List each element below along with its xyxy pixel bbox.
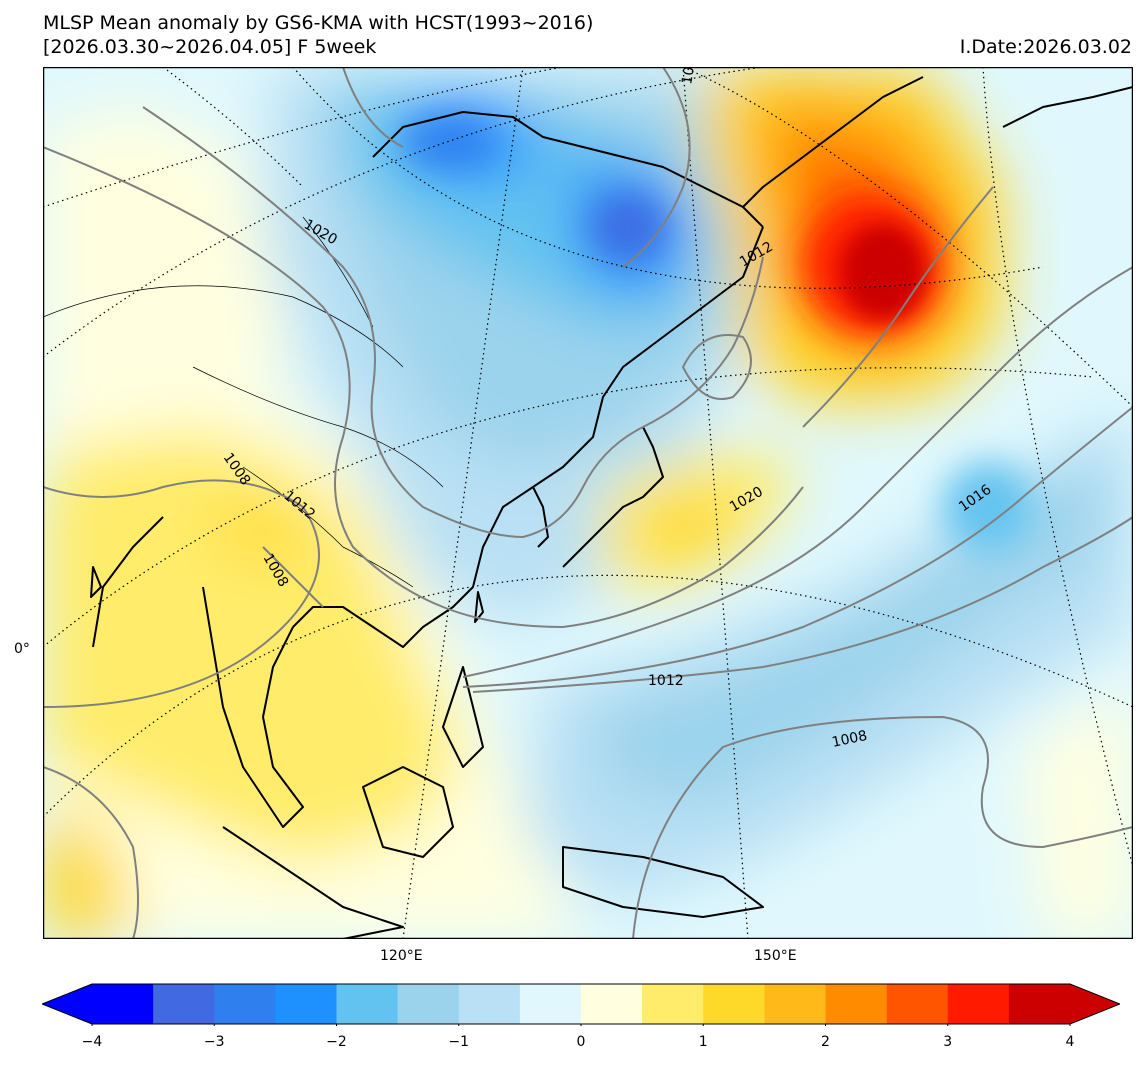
- colorbar-segment: [153, 984, 215, 1024]
- anomaly-map: 1012 1020 1012 1020 1016 1012 1008 1008 …: [43, 67, 1133, 939]
- borders: [43, 216, 444, 588]
- colorbar-segment: [397, 984, 460, 1024]
- colorbar-tick-label: 0: [576, 1034, 586, 1050]
- map-frame: [43, 67, 1133, 939]
- japan: [562, 426, 664, 568]
- colorbar-segment: [336, 984, 399, 1024]
- contour-label: 1008: [831, 728, 869, 751]
- colorbar-segment: [275, 984, 337, 1024]
- colorbar-segment: [1008, 984, 1071, 1024]
- colorbar-segment: [886, 984, 949, 1024]
- korea: [532, 486, 549, 548]
- colorbar-segment: [581, 984, 643, 1024]
- colorbar-segment: [92, 984, 154, 1024]
- sumatra-java: [222, 826, 404, 939]
- colorbar-segment: [947, 984, 1010, 1024]
- colorbar-tick-label: −1: [448, 1034, 470, 1050]
- lat-label-0: 0°: [14, 641, 30, 657]
- sakhalin-kamchatka: [742, 76, 924, 208]
- colorbar-tick-label: −2: [326, 1034, 347, 1050]
- title-line-1: MLSP Mean anomaly by GS6-KMA with HCST(1…: [43, 12, 594, 34]
- cold-core-central: [593, 197, 663, 257]
- lon-label-120e: 120°E: [380, 948, 423, 964]
- colorbar-segment: [519, 984, 582, 1024]
- philippines: [442, 666, 484, 768]
- init-date: I.Date:2026.03.02: [959, 36, 1132, 58]
- lon-label-150e: 150°E: [754, 948, 797, 964]
- colorbar-segment: [458, 984, 521, 1024]
- colorbar-tick-label: 1: [698, 1034, 708, 1050]
- asia-north-coast: [372, 111, 764, 228]
- colorbar-segment: [825, 984, 888, 1024]
- coastlines: [90, 76, 1133, 939]
- indochina: [202, 586, 304, 828]
- new-guinea: [562, 846, 764, 918]
- sri-lanka: [90, 566, 102, 598]
- colorbar-under-arrow: [42, 984, 92, 1024]
- colorbar-segment: [703, 984, 765, 1024]
- colorbar: [42, 983, 1120, 1026]
- title-line-2: [2026.03.30~2026.04.05] F 5week: [43, 36, 377, 58]
- colorbar-segment: [764, 984, 826, 1024]
- colorbar-tick-label: 4: [1065, 1034, 1075, 1050]
- alaska: [1002, 86, 1133, 128]
- mslp-contours: [43, 67, 1133, 939]
- warm-core-inner: [841, 224, 925, 320]
- cold-patch-pacific: [943, 462, 1033, 552]
- contour-label: 1012: [648, 673, 684, 689]
- colorbar-tick-label: −4: [81, 1034, 103, 1050]
- colorbar-tick-label: −3: [203, 1034, 225, 1050]
- colorbar-tick-label: 2: [821, 1034, 830, 1050]
- graticule: [43, 67, 1133, 939]
- colorbar-over-arrow: [1070, 984, 1120, 1024]
- contour-label: 1012: [679, 67, 701, 86]
- borneo: [362, 766, 454, 858]
- colorbar-tick-label: 3: [943, 1034, 953, 1050]
- india-coast: [92, 516, 164, 648]
- colorbar-segment: [214, 984, 276, 1024]
- colorbar-segment: [642, 984, 704, 1024]
- east-asia-coast: [292, 226, 764, 648]
- taiwan: [474, 591, 484, 623]
